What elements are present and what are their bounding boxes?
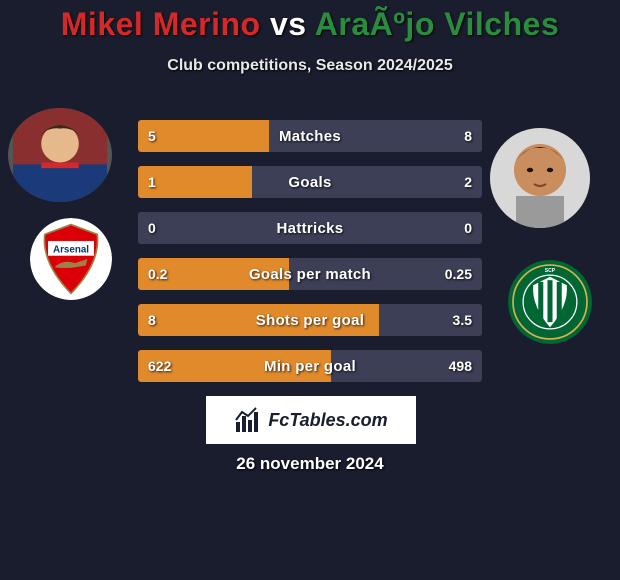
comparison-title: Mikel Merino vs AraÃºjo Vilches: [0, 0, 620, 43]
date-text: 26 november 2024: [0, 454, 620, 474]
stat-row: 5Matches8: [138, 120, 482, 152]
vs-text: vs: [270, 6, 307, 42]
subtitle: Club competitions, Season 2024/2025: [0, 57, 620, 75]
brand-logo-icon: [234, 406, 262, 434]
player1-avatar: [8, 108, 112, 202]
stat-row: 0.2Goals per match0.25: [138, 258, 482, 290]
stat-label: Shots per goal: [138, 304, 482, 336]
stat-value-right: 0: [464, 212, 472, 244]
stat-row: 622Min per goal498: [138, 350, 482, 382]
stat-row: 8Shots per goal3.5: [138, 304, 482, 336]
stats-bars: 5Matches8 1Goals2 0Hattricks0 0.2Goals per …: [138, 120, 482, 396]
stat-value-right: 2: [464, 166, 472, 198]
stat-value-right: 8: [464, 120, 472, 152]
svg-text:SCP: SCP: [545, 268, 556, 274]
player1-club-badge: Arsenal: [30, 218, 112, 300]
player2-name: AraÃºjo Vilches: [315, 6, 559, 42]
brand-box: FcTables.com: [206, 396, 416, 444]
stat-row: 1Goals2: [138, 166, 482, 198]
svg-text:Arsenal: Arsenal: [53, 244, 89, 255]
stat-label: Matches: [138, 120, 482, 152]
stat-label: Goals: [138, 166, 482, 198]
player2-avatar: [490, 128, 590, 228]
stat-value-right: 498: [449, 350, 472, 382]
stat-value-right: 0.25: [445, 258, 472, 290]
stat-label: Goals per match: [138, 258, 482, 290]
stat-value-right: 3.5: [453, 304, 472, 336]
player2-club-badge: SCP: [508, 260, 592, 344]
stat-label: Hattricks: [138, 212, 482, 244]
player1-name: Mikel Merino: [61, 6, 261, 42]
brand-text: FcTables.com: [268, 410, 387, 431]
stat-label: Min per goal: [138, 350, 482, 382]
stat-row: 0Hattricks0: [138, 212, 482, 244]
